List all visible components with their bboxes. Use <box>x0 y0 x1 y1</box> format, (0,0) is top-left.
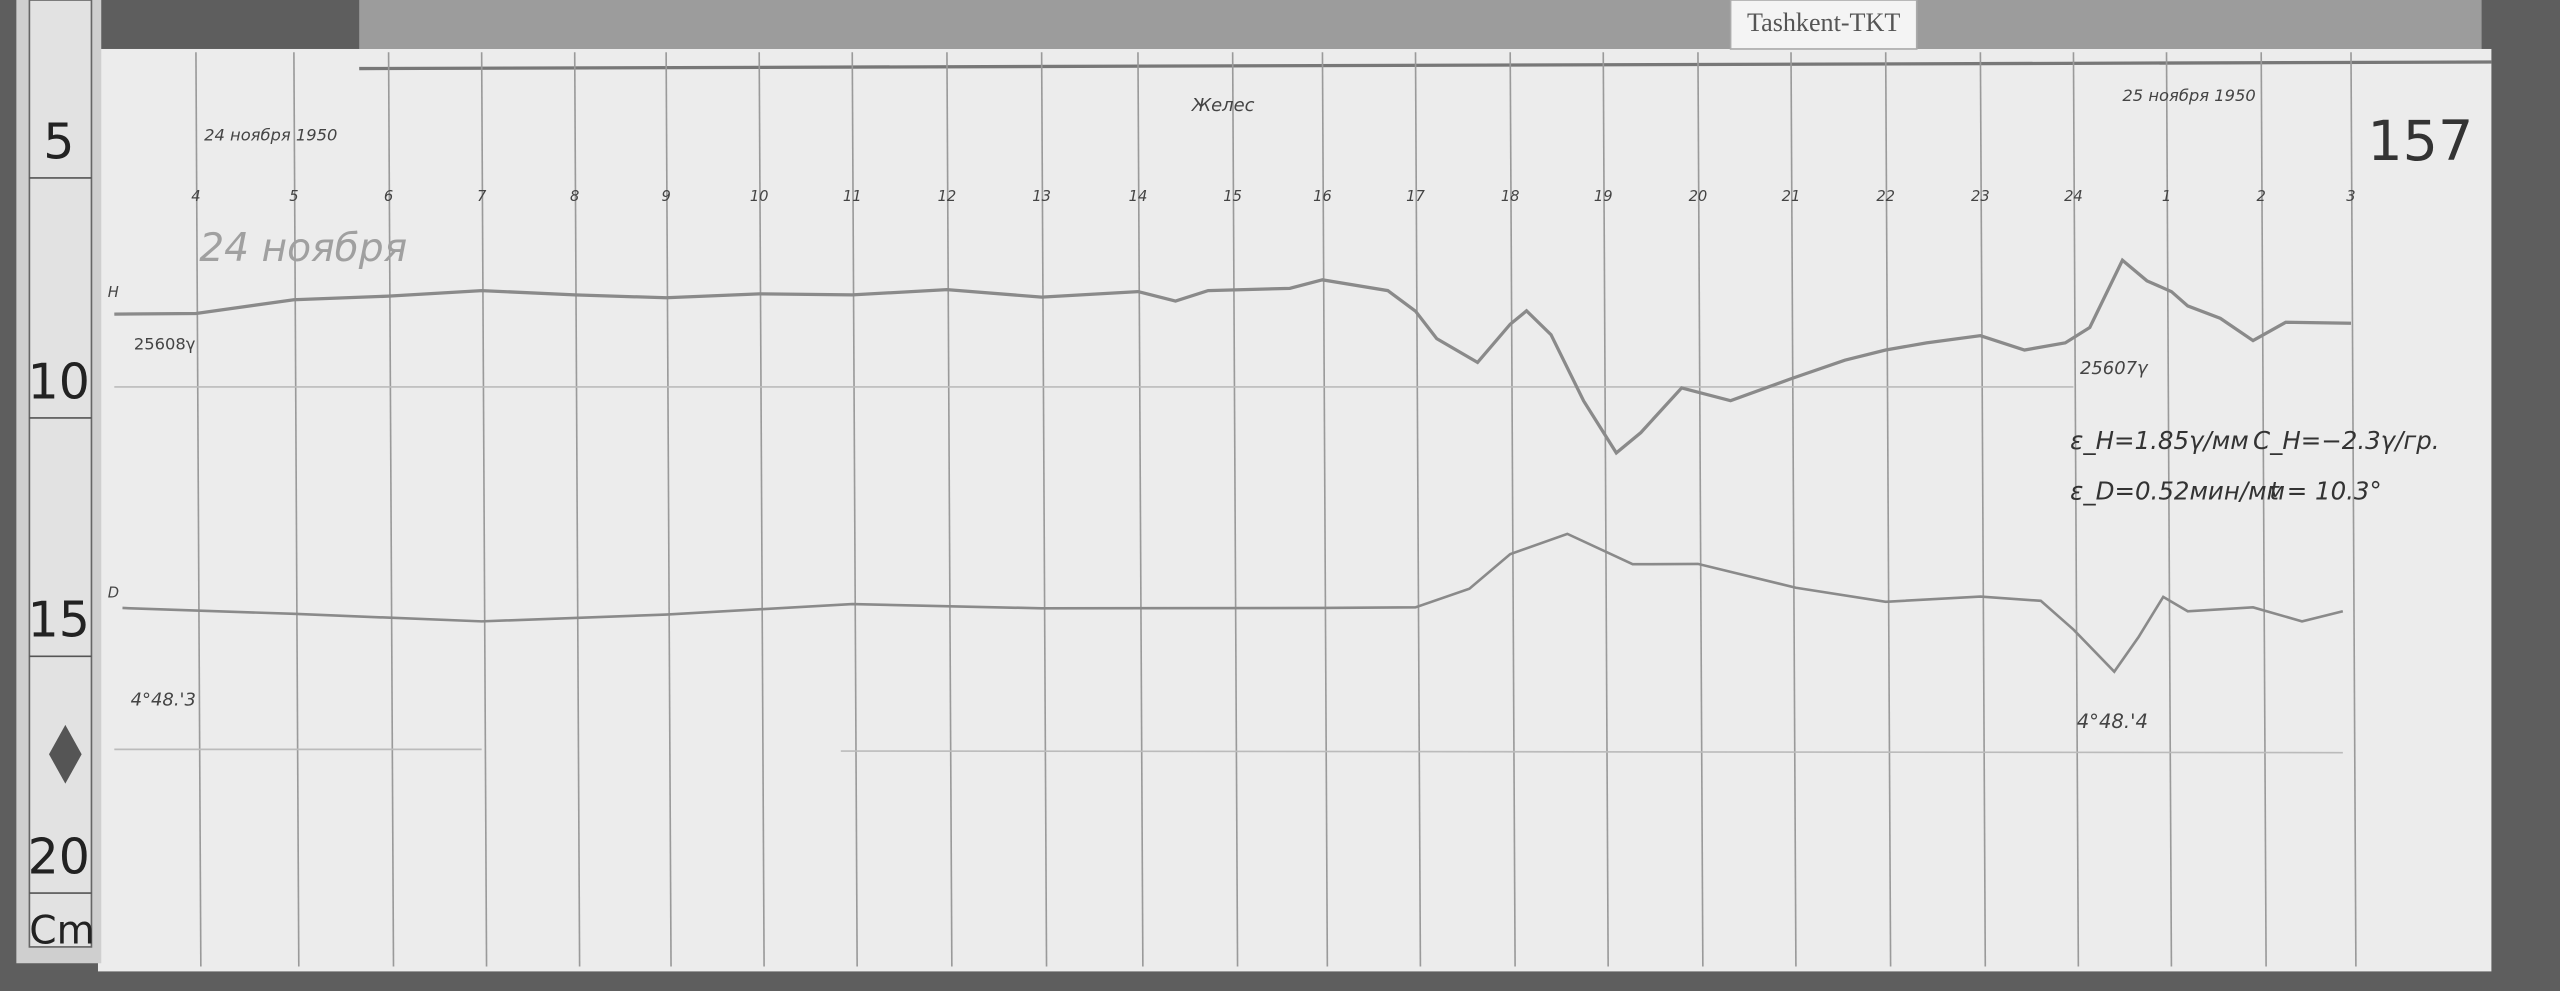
hour-line <box>2350 52 2357 967</box>
d-trace <box>122 532 2344 674</box>
d-baseline-end: 4°48.'4 <box>2077 710 2148 733</box>
constant-ed: ε_D=0.52мин/мм <box>2070 477 2285 506</box>
ruler-mark: 20 <box>28 828 90 885</box>
date-pencil: 24 ноября <box>199 226 407 271</box>
ruler-mark: 5 <box>43 113 74 170</box>
hour-tick-label: 18 <box>1501 188 1520 205</box>
date-start: 24 ноября 1950 <box>204 125 337 144</box>
hour-tick-label: 4 <box>191 188 200 205</box>
hour-line <box>1137 52 1144 967</box>
hour-tick-label: 7 <box>477 188 487 205</box>
calibration-constants: ε_H=1.85γ/мм C_H=−2.3γ/гр. ε_D=0.52мин/м… <box>2070 426 2439 506</box>
h-mark: H <box>108 284 119 301</box>
sheet-number: 157 <box>2367 109 2473 174</box>
station-tag <box>1729 0 1918 50</box>
hour-line <box>387 52 395 967</box>
diamond-marker <box>49 724 82 784</box>
hour-line <box>1509 52 1516 967</box>
hour-line <box>2165 52 2173 967</box>
constant-ch: C_H=−2.3γ/гр. <box>2253 426 2440 455</box>
hour-tick-label: 8 <box>570 188 579 205</box>
hour-tick-label: 3 <box>2346 188 2355 205</box>
hour-line <box>1040 52 1048 967</box>
hour-line <box>946 52 953 967</box>
top-edge-line <box>359 60 2492 71</box>
hour-tick-label: 13 <box>1032 188 1051 205</box>
hour-line <box>195 52 202 967</box>
hour-tick-label: 14 <box>1129 188 1148 205</box>
top-strip <box>359 0 2482 49</box>
hour-tick-label: 11 <box>843 188 862 205</box>
h-baseline-end: 25607γ <box>2080 358 2149 379</box>
hour-line <box>1697 52 1704 967</box>
d-mark: D <box>108 585 119 602</box>
hour-line <box>480 52 488 967</box>
hour-tick-label: 21 <box>1782 188 1801 205</box>
hour-tick-label: 12 <box>938 188 957 205</box>
hour-line <box>1321 52 1329 967</box>
station-label: Tashkent-TKT <box>1747 8 1900 37</box>
hour-line <box>1602 52 1609 967</box>
hour-line <box>2260 52 2267 967</box>
hour-line <box>1979 52 1987 967</box>
hour-line <box>573 52 581 967</box>
hour-tick-label: 1 <box>2162 188 2171 205</box>
hour-line <box>293 52 300 967</box>
d-baseline-right <box>840 750 2343 754</box>
hour-tick-label: 17 <box>1406 188 1425 205</box>
h-baseline-start: 25608γ <box>134 334 196 353</box>
hour-line <box>851 52 858 967</box>
constant-t: t = 10.3° <box>2269 477 2381 506</box>
constant-eh: ε_H=1.85γ/мм <box>2070 426 2249 455</box>
hour-line <box>1414 52 1422 967</box>
hour-line <box>1231 52 1239 967</box>
hour-tick-label: 16 <box>1313 188 1332 205</box>
hour-tick-label: 15 <box>1223 188 1242 205</box>
paper <box>97 48 2492 972</box>
ruler-unit: Cm <box>29 909 95 954</box>
hour-tick-label: 22 <box>1876 188 1895 205</box>
ruler-mark: 15 <box>28 592 90 649</box>
hour-line <box>758 52 765 967</box>
ruler-mark: 10 <box>28 353 90 410</box>
hour-grid: 4 5 6 7 8 9 10 11 12 13 14 15 16 17 18 19 20 21 22 23 24 1 2 3 <box>191 52 2357 967</box>
hour-tick-label: 24 <box>2064 188 2083 205</box>
hour-line <box>2072 52 2080 967</box>
hour-tick-label: 2 <box>2257 188 2266 205</box>
hour-tick-label: 5 <box>289 188 298 205</box>
hour-tick-label: 23 <box>1971 188 1990 205</box>
hour-line <box>665 52 672 967</box>
hour-tick-label: 10 <box>750 188 769 205</box>
hour-tick-label: 6 <box>384 188 393 205</box>
signature: Желес <box>1191 95 1255 116</box>
hour-line <box>1884 52 1892 967</box>
ruler-marks: 5 10 15 20 <box>28 113 92 894</box>
d-baseline-start: 4°48.'3 <box>131 689 196 710</box>
hour-tick-label: 19 <box>1594 188 1613 205</box>
hour-tick-label: 20 <box>1689 188 1708 205</box>
date-end: 25 ноября 1950 <box>2122 86 2255 105</box>
hour-tick-label: 9 <box>661 188 670 205</box>
hour-line <box>1790 52 1797 967</box>
ruler-face <box>28 0 93 948</box>
h-trace <box>114 257 2352 456</box>
